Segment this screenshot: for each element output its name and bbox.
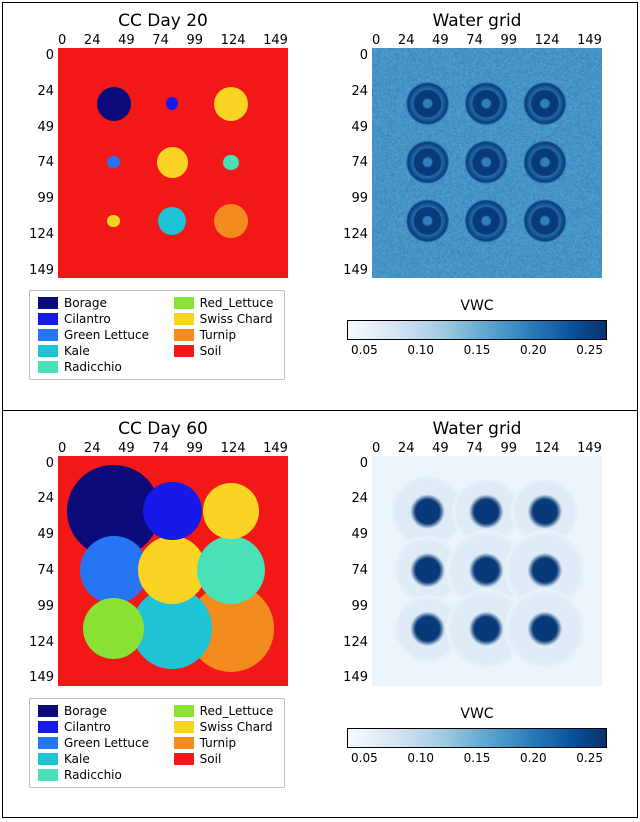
legend-item-soil: Soil [174,344,276,358]
water-yticks-60: 024497499124149 [338,456,368,686]
legend-item-green-lettuce: Green Lettuce [38,736,152,750]
legend-item-red-lettuce: Red_Lettuce [174,704,276,718]
plant-radicchio [197,536,265,604]
cc-yticks-20: 024497499124149 [24,48,54,278]
plant-green-lettuce [107,156,119,168]
plant-swiss-chard [107,215,119,227]
legend-item-radicchio: Radicchio [38,360,152,374]
figure-frame: CC Day 20 024497499124149 02449749912414… [2,2,638,818]
legend-item-soil: Soil [174,752,276,766]
legend-item-kale: Kale [38,752,152,766]
legend-item-swiss-chard: Swiss Chard [174,720,276,734]
cc-plot-col-20: CC Day 20 024497499124149 02449749912414… [13,11,313,380]
cc-title-60: CC Day 60 [118,419,208,439]
panel-day60: CC Day 60 024497499124149 02449749912414… [3,411,637,818]
cc-plot-60: 024497499124149 [58,456,288,686]
legend-item-turnip: Turnip [174,736,276,750]
plant-turnip [214,204,248,238]
legend-item-borage: Borage [38,704,152,718]
plant-red-lettuce [83,598,145,660]
legend-60: Borage Red_Lettuce Cilantro Swiss Chard Gree… [29,698,285,788]
water-plot-20: 024497499124149 [372,48,602,278]
colorbar-20: 0.050.100.150.200.25 [347,320,607,357]
legend-item-radicchio: Radicchio [38,768,152,782]
legend-item-swiss-chard: Swiss Chard [174,312,276,326]
plant-kale [158,207,186,235]
legend-20: Borage Red_Lettuce Cilantro Swiss Chard Gree… [29,290,285,380]
legend-item-cilantro: Cilantro [38,720,152,734]
plant-radicchio [223,155,238,170]
water-xticks-60: 024497499124149 [372,441,602,456]
cc-yticks-60: 024497499124149 [24,456,54,686]
plant-swiss-chard [203,483,259,539]
plant-swiss-chard [157,147,188,178]
cc-plot-col-60: CC Day 60 024497499124149 02449749912414… [13,419,313,788]
water-yticks-20: 024497499124149 [338,48,368,278]
plant-cilantro [166,97,178,109]
legend-item-green-lettuce: Green Lettuce [38,328,152,342]
colorbar-60: 0.050.100.150.200.25 [347,728,607,765]
cc-xticks-60: 024497499124149 [58,441,288,456]
panel-day20: CC Day 20 024497499124149 02449749912414… [3,3,637,411]
vwc-label-60: VWC [460,706,493,722]
legend-item-borage: Borage [38,296,152,310]
water-plot-col-20: Water grid 024497499124149 0244974991241… [327,11,627,380]
plant-swiss-chard [214,87,248,121]
legend-item-cilantro: Cilantro [38,312,152,326]
plant-cilantro [143,482,202,541]
water-title-60: Water grid [433,419,522,439]
water-title-20: Water grid [433,11,522,31]
legend-item-red-lettuce: Red_Lettuce [174,296,276,310]
cc-title-20: CC Day 20 [118,11,208,31]
legend-item-turnip: Turnip [174,328,276,342]
cc-xticks-20: 024497499124149 [58,33,288,48]
water-xticks-20: 024497499124149 [372,33,602,48]
vwc-label-20: VWC [460,298,493,314]
water-plot-col-60: Water grid 024497499124149 0244974991241… [327,419,627,788]
legend-item-kale: Kale [38,344,152,358]
plant-borage [97,87,131,121]
cc-plot-20: 024497499124149 [58,48,288,278]
plant-swiss-chard [138,536,206,604]
water-plot-60: 024497499124149 [372,456,602,686]
